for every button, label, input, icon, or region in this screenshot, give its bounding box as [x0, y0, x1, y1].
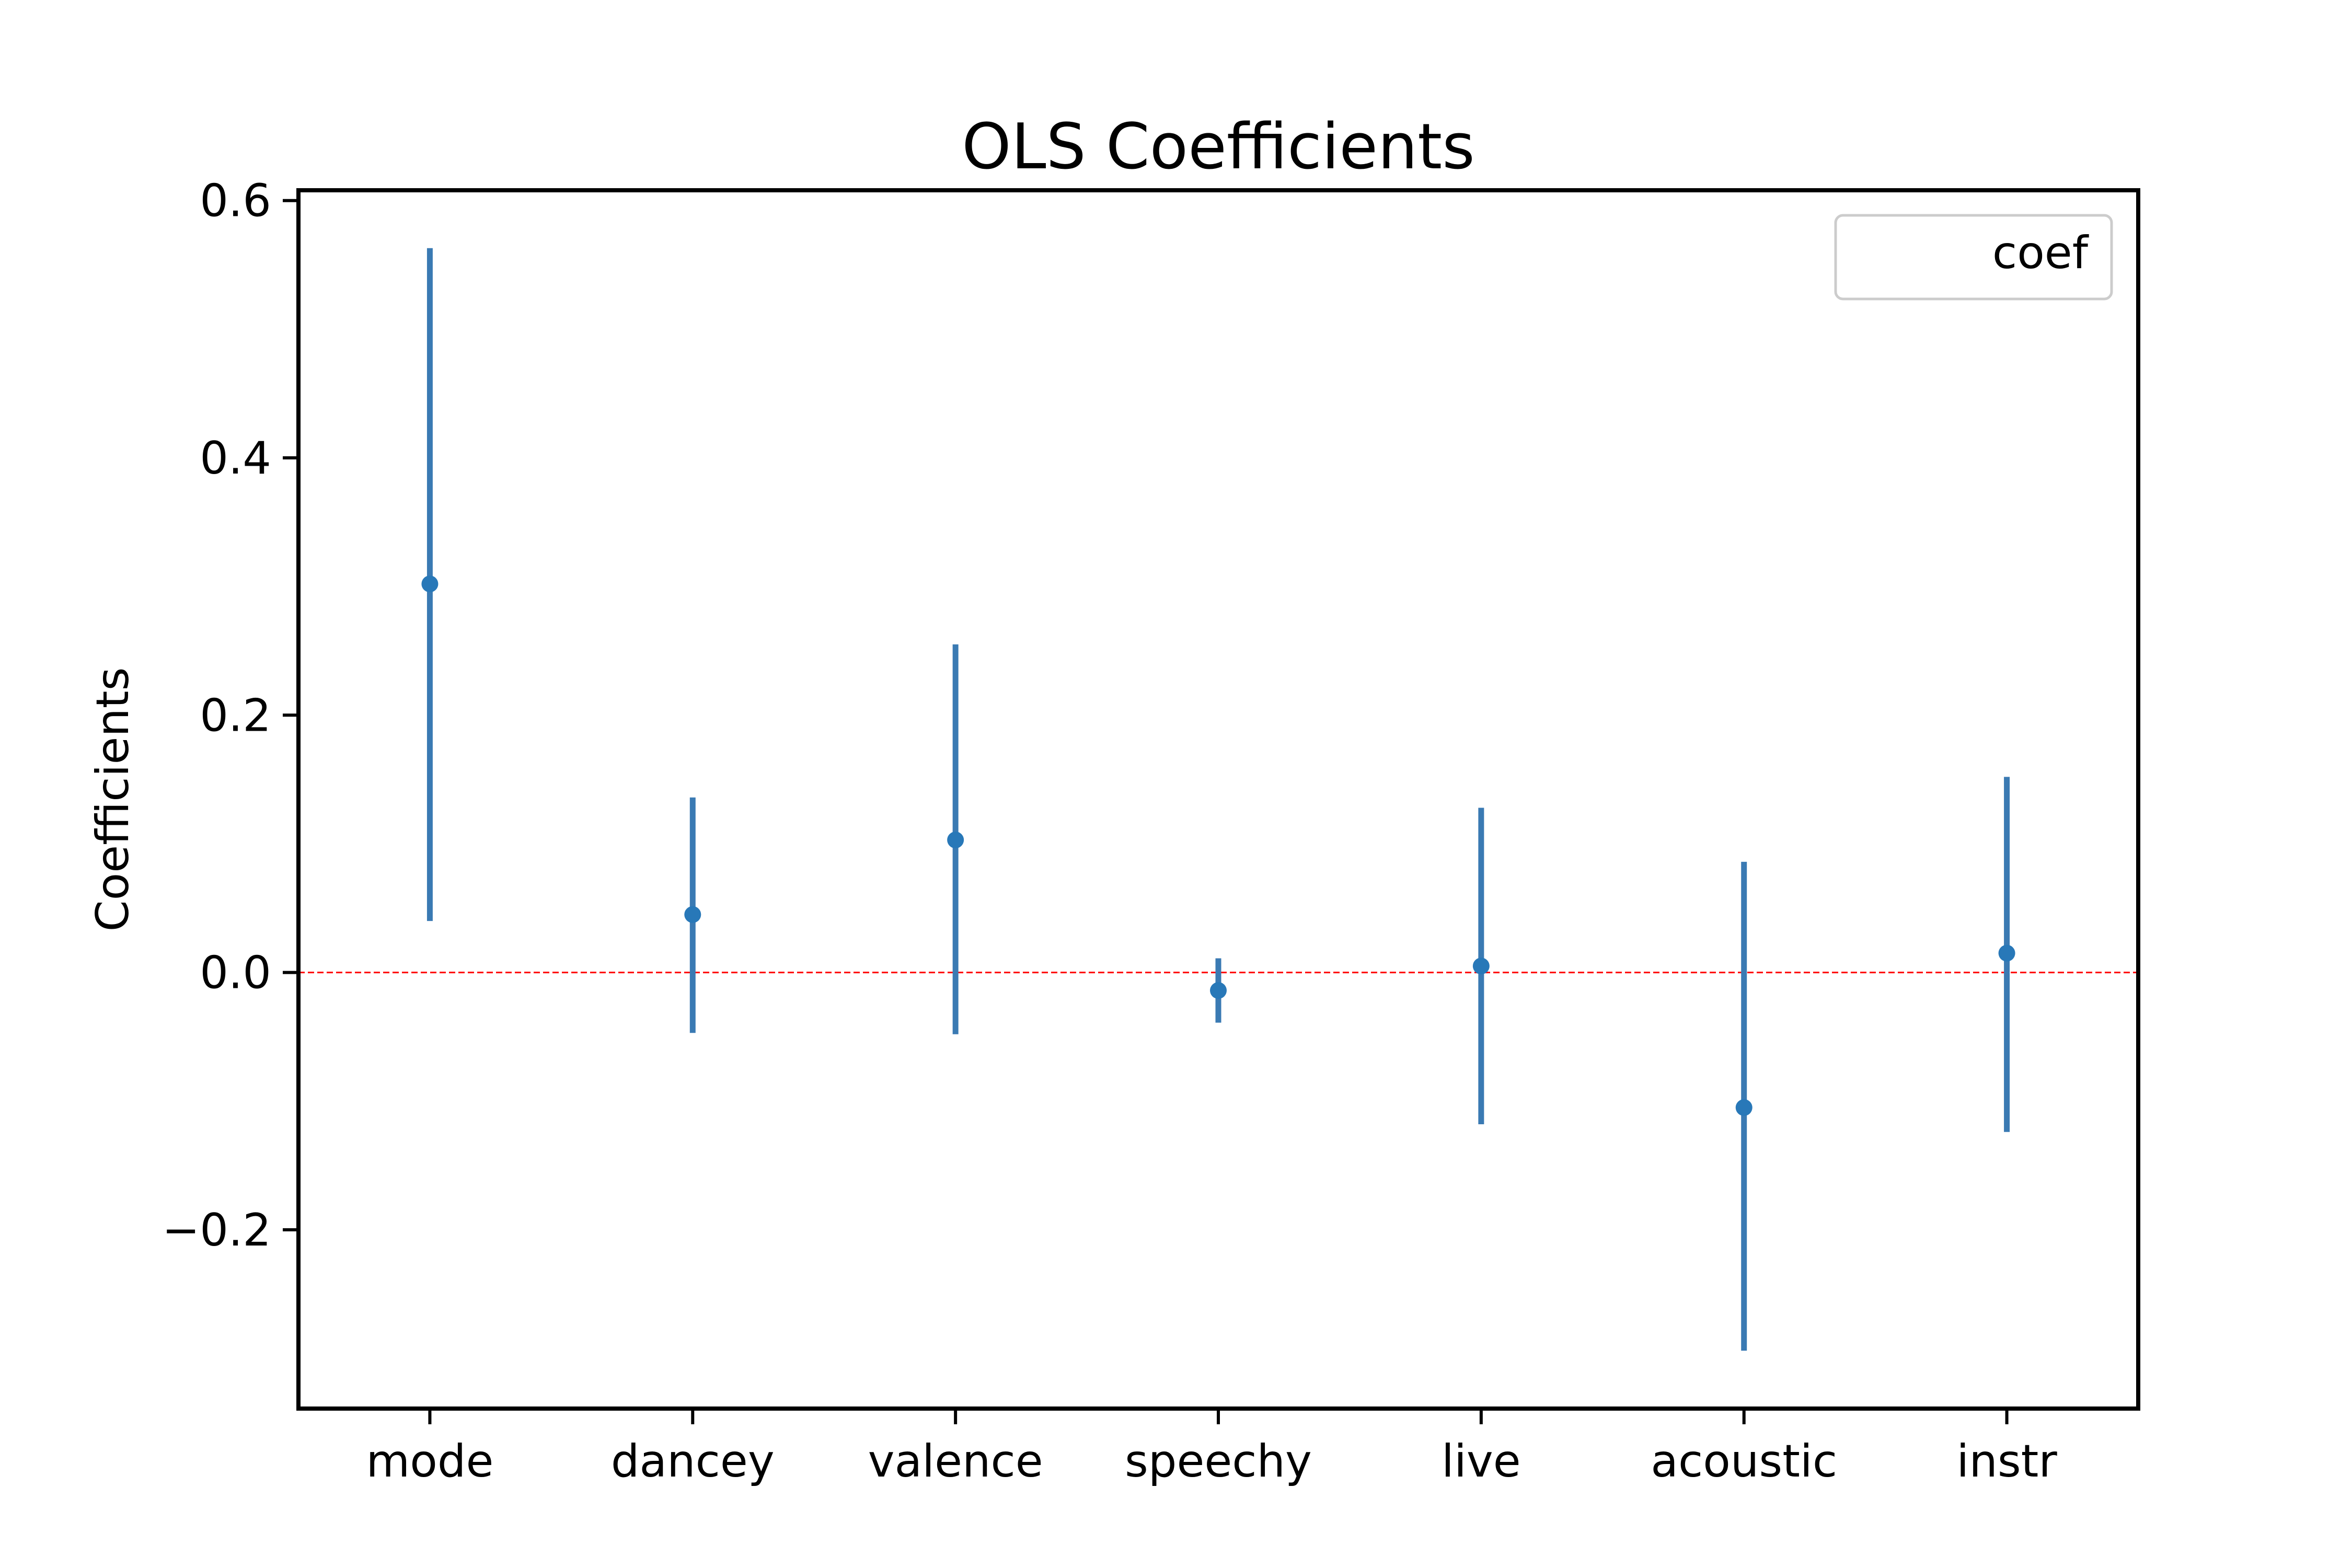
y-tick-label: −0.2	[162, 1204, 271, 1256]
coef-point-valence	[947, 832, 964, 849]
coef-point-dancey	[684, 906, 701, 923]
x-tick-label-mode: mode	[366, 1435, 493, 1488]
y-axis-label: Coefficients	[87, 667, 139, 932]
x-tick-label-dancey: dancey	[611, 1435, 775, 1488]
x-tick-label-valence: valence	[868, 1435, 1043, 1488]
y-tick-label: 0.2	[200, 689, 271, 742]
coef-point-speechy	[1210, 982, 1227, 999]
coef-point-instr	[1998, 944, 2015, 962]
coef-point-live	[1472, 958, 1490, 975]
x-tick-label-speechy: speechy	[1125, 1435, 1312, 1488]
legend-box	[1834, 214, 2113, 301]
chart-title: OLS Coefficients	[962, 111, 1474, 183]
x-tick-label-live: live	[1442, 1435, 1521, 1488]
y-tick-label: 0.0	[200, 947, 271, 999]
coef-point-acoustic	[1735, 1099, 1753, 1116]
legend-entry-coef: coef	[1992, 227, 2089, 279]
y-tick-label: 0.4	[200, 432, 271, 485]
x-tick-label-acoustic: acoustic	[1651, 1435, 1837, 1488]
coef-point-mode	[421, 575, 439, 593]
x-tick-label-instr: instr	[1956, 1435, 2057, 1488]
y-tick-label: 0.6	[200, 175, 271, 227]
plot-frame	[296, 188, 2140, 1411]
